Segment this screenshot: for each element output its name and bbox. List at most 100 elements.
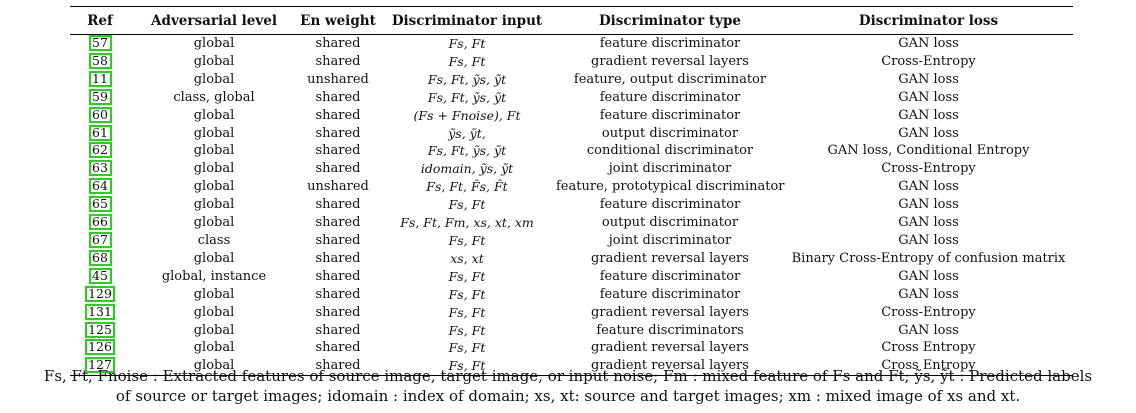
discriminator-type-cell: conditional discriminator	[586, 143, 754, 159]
caption-line-1: Fs, Ft, Fnoise : Extracted features of s…	[43, 367, 1093, 385]
adversarial-level-cell: global	[193, 36, 235, 51]
citation-link[interactable]: 64	[88, 178, 112, 195]
discriminator-input-cell: ỹs, ỹt,	[448, 125, 486, 141]
citation-link[interactable]: 63	[88, 160, 112, 177]
discriminator-input-cell: xs, xt	[450, 250, 484, 266]
citation-link[interactable]: 60	[88, 106, 112, 123]
header-discriminator-loss: Discriminator loss	[784, 6, 1073, 35]
discriminator-input-cell: Fs, Ft	[448, 232, 486, 248]
comparison-table-container: Ref Adversarial level En weight Discrimi…	[70, 6, 1073, 376]
citation-link[interactable]: 11	[88, 70, 112, 87]
en-weight-cell: shared	[315, 304, 361, 320]
adversarial-level-cell: global	[193, 143, 235, 159]
discriminator-input-cell: Fs, Ft	[448, 340, 486, 356]
table-row: 65 global shared Fs, Ft feature discriminato…	[70, 196, 1073, 214]
discriminator-loss-cell: Cross Entropy	[881, 340, 976, 356]
discriminator-loss-cell: GAN loss	[898, 107, 959, 123]
citation-link[interactable]: 62	[88, 142, 112, 159]
discriminator-input-cell: (Fs + Fnoise), Ft	[413, 107, 521, 123]
citation-link[interactable]: 65	[88, 196, 112, 213]
citation-link[interactable]: 61	[88, 124, 112, 141]
discriminator-type-cell: feature, output discriminator	[573, 71, 767, 87]
discriminator-type-cell: output discriminator	[601, 215, 739, 231]
header-adversarial-level: Adversarial level	[130, 6, 298, 35]
discriminator-type-cell: feature discriminators	[596, 322, 744, 338]
discriminator-input-cell: Fs, Ft, ỹs, ỹt	[427, 71, 507, 87]
en-weight-cell: shared	[315, 215, 361, 231]
en-weight-cell: shared	[315, 197, 361, 213]
citation-link[interactable]: 68	[88, 249, 112, 266]
discriminator-loss-cell: GAN loss, Conditional Entropy	[827, 143, 1030, 159]
discriminator-input-cell: Fs, Ft, Fm, xs, xt, xm	[400, 215, 534, 231]
ref-cell: 61	[70, 124, 130, 143]
citation-link[interactable]: 125	[85, 321, 115, 338]
table-row: 57 global shared Fs, Ft feature discriminato…	[70, 35, 1073, 53]
ref-cell: 11	[70, 70, 130, 89]
discriminator-loss-cell: GAN loss	[898, 322, 959, 338]
en-weight-cell: shared	[315, 268, 361, 284]
ref-cell: 57	[70, 35, 130, 53]
adversarial-level-cell: global	[193, 197, 235, 213]
table-row: 61 global shared ỹs, ỹt, output discriminato…	[70, 124, 1073, 143]
discriminator-type-cell: feature discriminator	[599, 197, 741, 213]
table-row: 11 global unshared Fs, Ft, ỹs, ỹt feature, o…	[70, 70, 1073, 89]
table-row: 129 global shared Fs, Ft feature discriminat…	[70, 285, 1073, 304]
discriminator-loss-cell: GAN loss	[898, 232, 959, 248]
en-weight-cell: shared	[315, 107, 361, 123]
discriminator-type-cell: output discriminator	[601, 125, 739, 141]
citation-link[interactable]: 59	[88, 88, 112, 105]
ref-cell: 131	[70, 303, 130, 322]
table-header-row: Ref Adversarial level En weight Discrimi…	[70, 6, 1073, 35]
citation-link[interactable]: 127	[85, 357, 115, 374]
discriminator-type-cell: gradient reversal layers	[591, 304, 749, 320]
en-weight-cell: unshared	[307, 179, 369, 195]
citation-link[interactable]: 57	[88, 35, 112, 51]
adversarial-level-cell: global	[193, 215, 235, 231]
citation-link[interactable]: 67	[88, 231, 112, 248]
adversarial-level-cell: class	[197, 232, 231, 248]
discriminator-type-cell: feature discriminator	[599, 286, 741, 302]
en-weight-cell: shared	[315, 250, 361, 266]
en-weight-cell: shared	[315, 89, 361, 105]
table-row: 127 global shared Fs, Ft gradient reversal l…	[70, 357, 1073, 376]
caption-line-2: of source or target images; idomain : in…	[115, 387, 1021, 405]
table-row: 64 global unshared Fs, Ft, F̂s, F̂t feature,…	[70, 178, 1073, 196]
citation-link[interactable]: 129	[85, 285, 115, 302]
table-row: 63 global shared idomain, ỹs, ỹt joint discr…	[70, 160, 1073, 178]
ref-cell: 66	[70, 214, 130, 232]
discriminator-input-cell: Fs, Ft	[448, 268, 486, 284]
citation-link[interactable]: 66	[88, 214, 112, 231]
discriminator-type-cell: joint discriminator	[608, 161, 732, 177]
ref-cell: 65	[70, 196, 130, 214]
table-row: 45 global, instance shared Fs, Ft feature di…	[70, 267, 1073, 286]
discriminator-loss-cell: GAN loss	[898, 286, 959, 302]
table-row: 68 global shared xs, xt gradient reversal la…	[70, 249, 1073, 268]
discriminator-type-cell: feature discriminator	[599, 89, 741, 105]
discriminator-loss-cell: GAN loss	[898, 89, 959, 105]
discriminator-loss-cell: Binary Cross-Entropy of confusion matrix	[791, 250, 1066, 266]
discriminator-loss-cell: GAN loss	[898, 215, 959, 231]
ref-cell: 129	[70, 285, 130, 304]
discriminator-loss-cell: GAN loss	[898, 179, 959, 195]
citation-link[interactable]: 131	[85, 303, 115, 320]
table-row: 126 global shared Fs, Ft gradient reversal l…	[70, 339, 1073, 357]
citation-link[interactable]: 45	[88, 267, 112, 284]
discriminator-input-cell: Fs, Ft	[448, 197, 486, 213]
discriminator-type-cell: feature discriminator	[599, 268, 741, 284]
citation-link[interactable]: 126	[85, 339, 115, 356]
discriminator-type-cell: gradient reversal layers	[591, 358, 749, 374]
discriminator-input-cell: Fs, Ft, ỹs, ỹt	[427, 143, 507, 159]
discriminator-loss-cell: GAN loss	[898, 36, 959, 51]
discriminator-input-cell: Fs, Ft	[448, 286, 486, 302]
adversarial-level-cell: global	[193, 304, 235, 320]
comparison-table: Ref Adversarial level En weight Discrimi…	[70, 6, 1073, 376]
citation-link[interactable]: 58	[88, 52, 112, 69]
header-discriminator-input: Discriminator input	[378, 6, 556, 35]
discriminator-type-cell: gradient reversal layers	[591, 250, 749, 266]
ref-cell: 126	[70, 339, 130, 357]
adversarial-level-cell: global	[193, 250, 235, 266]
discriminator-input-cell: Fs, Ft	[448, 322, 486, 338]
adversarial-level-cell: global	[193, 125, 235, 141]
table-body: 57 global shared Fs, Ft feature discriminato…	[70, 35, 1073, 376]
adversarial-level-cell: global	[193, 179, 235, 195]
